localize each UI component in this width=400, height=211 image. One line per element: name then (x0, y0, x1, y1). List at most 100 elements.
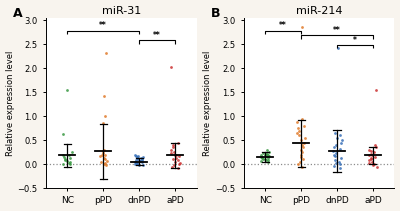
Point (298, 138, 304, 142)
Point (102, 114, 108, 118)
Point (301, 124, 307, 127)
Text: B: B (210, 8, 220, 20)
Point (136, 159, 143, 162)
Point (264, 156, 271, 160)
Point (173, 153, 179, 156)
Point (139, 161, 145, 164)
Point (300, 158, 306, 161)
Point (332, 159, 338, 162)
Point (299, 150, 306, 154)
Point (296, 129, 302, 132)
Point (175, 159, 181, 162)
Point (336, 160, 342, 163)
Point (368, 158, 374, 161)
Point (301, 141, 307, 144)
Point (264, 152, 270, 155)
Point (332, 131, 338, 135)
Point (102, 153, 108, 156)
Point (294, 162, 301, 166)
Point (298, 148, 304, 151)
Point (297, 160, 303, 163)
Point (132, 161, 139, 164)
Point (176, 161, 183, 165)
Point (330, 149, 336, 152)
Point (373, 146, 380, 149)
Point (176, 155, 182, 158)
Point (67, 162, 73, 166)
Point (260, 151, 266, 154)
Point (134, 162, 141, 166)
Point (60, 154, 67, 157)
Point (338, 138, 345, 142)
Point (139, 159, 145, 162)
Point (368, 152, 374, 155)
Point (368, 149, 375, 152)
Point (170, 146, 176, 149)
Point (338, 157, 344, 160)
Point (66, 161, 73, 164)
Point (297, 153, 304, 156)
Point (373, 88, 380, 91)
Point (60, 162, 66, 165)
Point (168, 151, 174, 155)
Point (302, 136, 308, 139)
Point (262, 153, 268, 157)
Point (331, 153, 337, 156)
Point (103, 163, 109, 167)
Point (333, 143, 339, 147)
Point (337, 147, 343, 150)
Point (103, 51, 109, 54)
Point (299, 146, 306, 149)
Point (133, 158, 140, 161)
Point (140, 163, 146, 166)
Point (99, 149, 106, 153)
Point (338, 141, 344, 144)
Point (258, 155, 265, 159)
Point (171, 160, 178, 163)
Text: **: ** (279, 21, 287, 30)
Point (64, 160, 70, 163)
Point (60, 133, 66, 136)
Point (299, 143, 305, 147)
Point (172, 154, 178, 157)
Point (264, 158, 271, 161)
Point (370, 163, 376, 167)
Point (258, 154, 264, 157)
Y-axis label: Relative expression level: Relative expression level (6, 50, 14, 156)
Point (61, 155, 68, 159)
Point (374, 165, 380, 168)
Point (68, 150, 75, 154)
Point (170, 158, 176, 161)
Point (366, 154, 372, 157)
Point (65, 161, 72, 165)
Point (337, 166, 343, 170)
Point (259, 157, 266, 160)
Point (168, 148, 174, 151)
Point (134, 156, 140, 160)
Point (170, 143, 177, 147)
Title: miR-214: miR-214 (296, 5, 342, 16)
Point (264, 155, 270, 158)
Point (64, 88, 71, 91)
Point (100, 122, 106, 125)
Point (294, 126, 301, 130)
Point (337, 162, 344, 166)
Point (262, 158, 268, 161)
Point (331, 164, 338, 168)
Point (97, 155, 103, 158)
Point (176, 162, 182, 166)
Point (298, 26, 305, 29)
Text: *: * (353, 36, 357, 45)
Point (174, 141, 181, 144)
Point (134, 157, 141, 161)
Point (370, 162, 377, 166)
Point (133, 155, 139, 158)
Point (297, 155, 304, 159)
Point (170, 150, 177, 153)
Point (366, 159, 372, 162)
Point (101, 94, 107, 98)
Point (265, 153, 271, 156)
Point (104, 159, 110, 162)
Point (366, 161, 372, 165)
Point (132, 160, 138, 163)
